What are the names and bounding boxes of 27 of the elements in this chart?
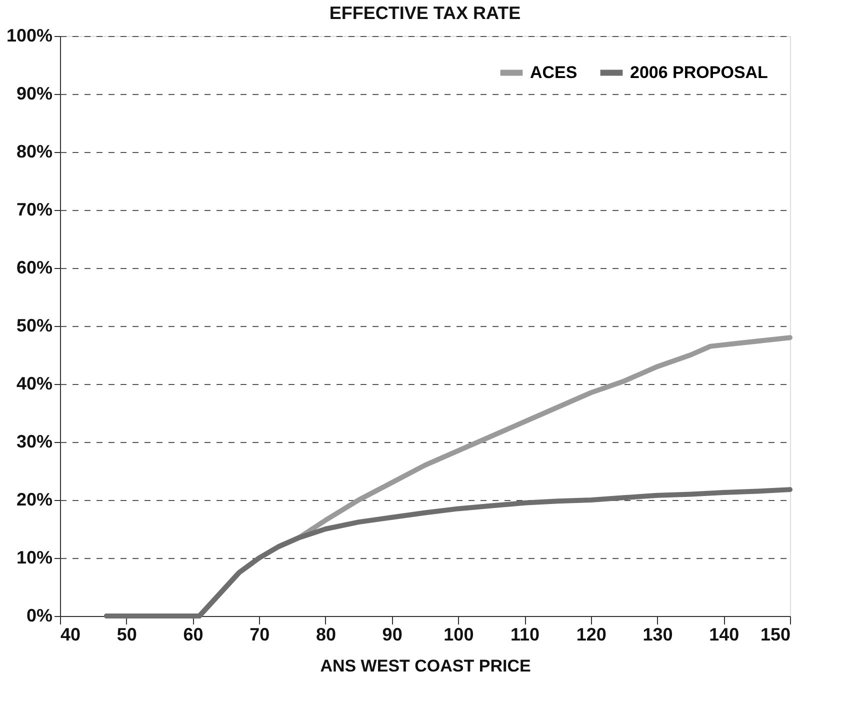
x-tick-label: 130 <box>642 624 673 644</box>
y-tick-label: 30% <box>16 432 52 452</box>
x-tick-label: 40 <box>60 624 81 644</box>
y-tick-label: 80% <box>16 142 52 162</box>
legend-label: ACES <box>530 62 578 82</box>
x-tick-label: 110 <box>510 624 540 644</box>
chart-title: EFFECTIVE TAX RATE <box>329 3 521 23</box>
x-tick-label: 120 <box>576 624 606 644</box>
x-tick-label: 70 <box>250 624 270 644</box>
x-tick-label: 50 <box>116 624 137 644</box>
y-tick-label: 100% <box>6 26 52 46</box>
x-tick-label: 60 <box>183 624 204 644</box>
y-tick-label: 0% <box>26 606 52 626</box>
x-tick-label: 140 <box>709 624 740 644</box>
y-tick-label: 10% <box>16 548 52 568</box>
x-tick-label: 80 <box>316 624 336 644</box>
y-tick-label: 20% <box>16 490 52 510</box>
y-tick-label: 40% <box>16 374 52 394</box>
x-tick-label: 150 <box>760 624 790 644</box>
y-tick-label: 60% <box>16 258 52 278</box>
y-tick-label: 50% <box>16 316 52 336</box>
y-tick-label: 70% <box>16 200 52 220</box>
y-tick-label: 90% <box>16 84 52 104</box>
x-tick-label: 100 <box>444 624 474 644</box>
legend-label: 2006 PROPOSAL <box>630 62 768 82</box>
x-axis-title: ANS WEST COAST PRICE <box>320 656 531 676</box>
x-tick-label: 90 <box>382 624 402 644</box>
